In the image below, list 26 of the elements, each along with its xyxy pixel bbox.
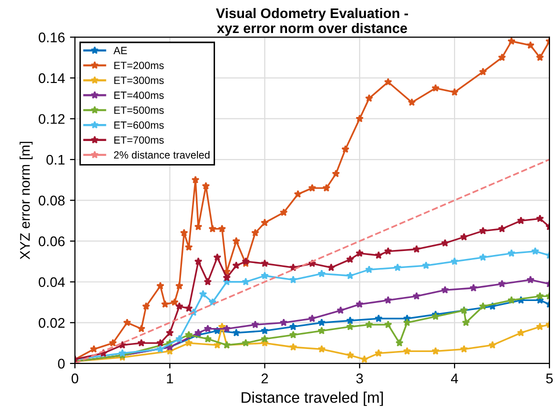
chart-title: Visual Odometry Evaluation - xyz error norm over distance [216,8,408,36]
y-tick-label: 0.08 [38,196,65,206]
y-tick-label: 0.02 [38,318,65,328]
legend-label: ET=300ms [114,76,164,84]
legend-label: ET=700ms [114,136,164,144]
y-tick-label: 0.06 [38,236,65,246]
x-tick-label: 4 [451,374,458,384]
y-tick-label: 0.04 [38,277,65,288]
y-tick-label: 0 [58,358,65,369]
y-tick-label: 0.14 [38,73,65,84]
legend-label: ET=600ms [114,121,164,129]
y-tick-label: 0.16 [38,32,65,42]
x-tick-label: 2 [262,374,268,384]
legend-label: ET=400ms [114,92,164,99]
x-tick-label: 1 [167,374,174,384]
x-tick-label: 5 [546,374,553,384]
x-tick-label: 0 [72,374,78,384]
legend-label: ET=500ms [114,106,164,114]
legend-label: AE [113,46,127,54]
y-tick-label: 0.1 [46,154,65,165]
y-tick-label: 0.12 [38,114,65,124]
legend-label: 2% distance traveled [114,150,210,159]
y-axis-title: XYZ error norm [m] [20,142,33,260]
x-axis-title: Distance traveled [m] [242,392,383,406]
x-tick-label: 3 [356,374,363,384]
legend-label: ET=200ms [114,62,164,70]
